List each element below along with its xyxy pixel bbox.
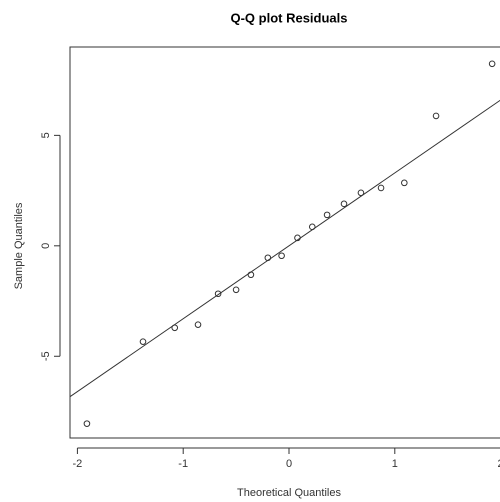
point [323, 211, 331, 219]
chart-title: Q-Q plot Residuals [230, 10, 347, 25]
point [294, 234, 301, 242]
plot-box [69, 46, 500, 439]
x-tick-label: 2 [498, 458, 500, 470]
point [83, 420, 91, 427]
point [377, 184, 385, 192]
y-tick-label: 5 [40, 132, 52, 138]
point [214, 290, 222, 298]
x-tick-label: 1 [392, 458, 398, 470]
point [194, 321, 202, 328]
point [308, 223, 316, 231]
x-axis-label: Theoretical Quantiles [237, 487, 341, 499]
point [401, 179, 408, 187]
y-tick-label: -5 [40, 351, 52, 361]
y-tick-label: 0 [40, 243, 52, 249]
x-tick-label: -2 [73, 458, 83, 470]
point [232, 286, 240, 294]
point [247, 271, 255, 279]
point [139, 338, 147, 345]
point [278, 252, 285, 260]
x-tick-label: -1 [178, 458, 188, 470]
x-tick-label: 0 [286, 458, 292, 470]
y-axis-label: Sample Quantiles [13, 202, 25, 289]
qq-line [69, 99, 500, 398]
point [171, 324, 179, 332]
point [432, 112, 440, 120]
point [264, 254, 272, 262]
point [488, 60, 496, 68]
point [340, 200, 348, 208]
point [357, 189, 365, 197]
